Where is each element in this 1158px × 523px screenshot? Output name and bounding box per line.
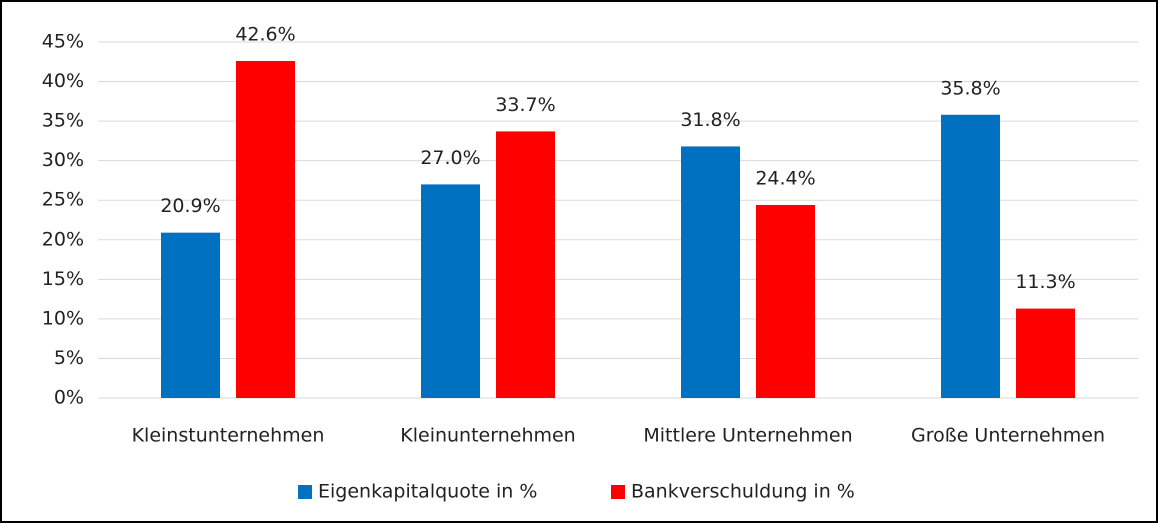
- x-tick-label: Kleinstunternehmen: [132, 425, 325, 447]
- bar: [161, 232, 220, 398]
- value-label: 33.7%: [495, 94, 555, 116]
- x-tick-label: Kleinunternehmen: [400, 425, 575, 447]
- bar: [681, 146, 740, 398]
- y-tick-label: 45%: [42, 31, 84, 53]
- value-label: 35.8%: [940, 77, 1000, 99]
- legend-swatch: [611, 485, 625, 499]
- value-label: 31.8%: [680, 109, 740, 131]
- bar: [236, 60, 295, 399]
- y-tick-label: 10%: [42, 307, 84, 329]
- y-tick-label: 35%: [42, 110, 84, 132]
- bar: [941, 114, 1000, 398]
- y-tick-label: 15%: [42, 268, 84, 290]
- y-tick-label: 40%: [42, 70, 84, 92]
- x-tick-label: Große Unternehmen: [911, 425, 1105, 447]
- value-label: 11.3%: [1015, 271, 1075, 293]
- legend-label: Bankverschuldung in %: [631, 481, 855, 503]
- value-label: 24.4%: [755, 167, 815, 189]
- y-tick-label: 0%: [54, 387, 84, 409]
- bar: [1016, 308, 1075, 398]
- value-label: 42.6%: [235, 23, 295, 45]
- legend-label: Eigenkapitalquote in %: [318, 481, 537, 503]
- legend-swatch: [298, 485, 312, 499]
- value-label: 27.0%: [420, 147, 480, 169]
- y-tick-label: 25%: [42, 189, 84, 211]
- y-tick-label: 5%: [54, 347, 84, 369]
- x-tick-label: Mittlere Unternehmen: [643, 425, 852, 447]
- bar: [496, 131, 555, 398]
- bar: [756, 204, 815, 398]
- value-label: 20.9%: [160, 195, 220, 217]
- bar: [421, 184, 480, 398]
- y-tick-label: 20%: [42, 228, 84, 250]
- y-tick-label: 30%: [42, 149, 84, 171]
